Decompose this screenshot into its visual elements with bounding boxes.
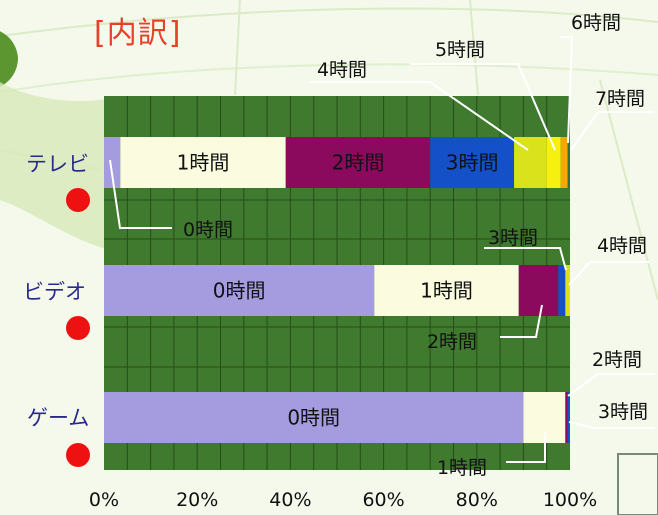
leader-line xyxy=(484,247,567,271)
leader-line xyxy=(560,36,574,144)
bar-segment xyxy=(514,137,547,188)
x-tick-label: 0% xyxy=(89,489,119,511)
callout-label: 3時間 xyxy=(488,227,538,249)
leader-line xyxy=(568,261,650,286)
bullet-dot-video xyxy=(66,316,90,340)
category-label-video: ビデオ xyxy=(23,280,86,304)
x-tick-label: 60% xyxy=(362,489,404,511)
segment-label: 0時間 xyxy=(213,279,266,303)
bar-segment xyxy=(546,137,561,188)
x-tick-label: 40% xyxy=(269,489,311,511)
segment-label: 0時間 xyxy=(287,406,340,430)
callout-label: 2時間 xyxy=(592,349,642,371)
bar-segment xyxy=(558,265,566,316)
bar-segment xyxy=(374,265,519,316)
leader-line xyxy=(310,81,529,151)
bullet-dot-tv xyxy=(66,188,90,212)
callout-label: 3時間 xyxy=(598,401,648,423)
x-tick-label: 20% xyxy=(176,489,218,511)
leader-line xyxy=(568,421,655,429)
segment-label: 1時間 xyxy=(177,151,230,175)
bar-segment xyxy=(567,392,570,443)
bar-segment xyxy=(104,392,524,443)
bar-segment xyxy=(567,137,570,188)
callout-label: 2時間 xyxy=(427,331,477,353)
x-tick-label: 100% xyxy=(543,489,597,511)
leader-line xyxy=(410,63,556,151)
callout-label: 6時間 xyxy=(571,12,621,34)
callout-label: 5時間 xyxy=(435,39,485,61)
leader-line xyxy=(109,159,172,229)
callout-label: 7時間 xyxy=(595,88,645,110)
category-label-tv: テレビ xyxy=(26,152,89,176)
bar-segment xyxy=(565,265,570,316)
leader-line xyxy=(567,373,655,397)
chart-title: [内訳] xyxy=(94,16,182,51)
bar-segment xyxy=(560,137,568,188)
bar-segment xyxy=(518,265,559,316)
bullet-dot-game xyxy=(66,443,90,467)
bar-segment xyxy=(430,137,515,188)
leader-line xyxy=(570,111,654,151)
bar-segment xyxy=(285,137,431,188)
bar-segment xyxy=(120,137,286,188)
callout-label: 0時間 xyxy=(183,219,233,241)
segment-label: 3時間 xyxy=(446,151,499,175)
leader-line xyxy=(500,304,543,338)
bar-segment xyxy=(565,392,568,443)
callout-label: 1時間 xyxy=(437,457,487,479)
bar-segment xyxy=(104,137,121,188)
callout-label: 4時間 xyxy=(317,59,367,81)
category-label-game: ゲーム xyxy=(27,406,90,430)
segment-label: 1時間 xyxy=(420,279,473,303)
segment-label: 2時間 xyxy=(332,151,385,175)
bar-segment xyxy=(104,265,375,316)
leader-line xyxy=(506,432,546,463)
callout-label: 4時間 xyxy=(597,235,647,257)
x-tick-label: 80% xyxy=(456,489,498,511)
